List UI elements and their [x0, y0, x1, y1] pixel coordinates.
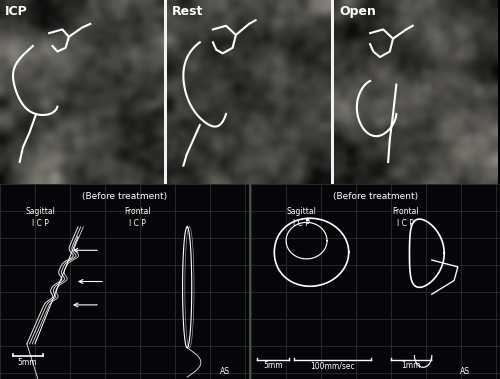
Text: 5mm: 5mm: [18, 358, 38, 366]
Text: Open: Open: [339, 5, 376, 18]
Text: Frontal
I C P: Frontal I C P: [392, 207, 419, 227]
Text: Rest: Rest: [172, 5, 204, 18]
Text: 100mm/sec: 100mm/sec: [310, 362, 355, 371]
Text: 1mm: 1mm: [401, 362, 420, 371]
Text: AS: AS: [220, 367, 230, 376]
Text: AS: AS: [460, 367, 470, 376]
Text: Sagittal
I C P: Sagittal I C P: [25, 207, 55, 227]
Text: (Before treatment): (Before treatment): [334, 192, 418, 201]
Text: Frontal
I C P: Frontal I C P: [124, 207, 151, 227]
Text: Sagittal
I C P: Sagittal I C P: [286, 207, 316, 227]
Text: ICP: ICP: [5, 5, 28, 18]
Text: (Before treatment): (Before treatment): [82, 192, 168, 201]
Text: 5mm: 5mm: [264, 362, 283, 371]
